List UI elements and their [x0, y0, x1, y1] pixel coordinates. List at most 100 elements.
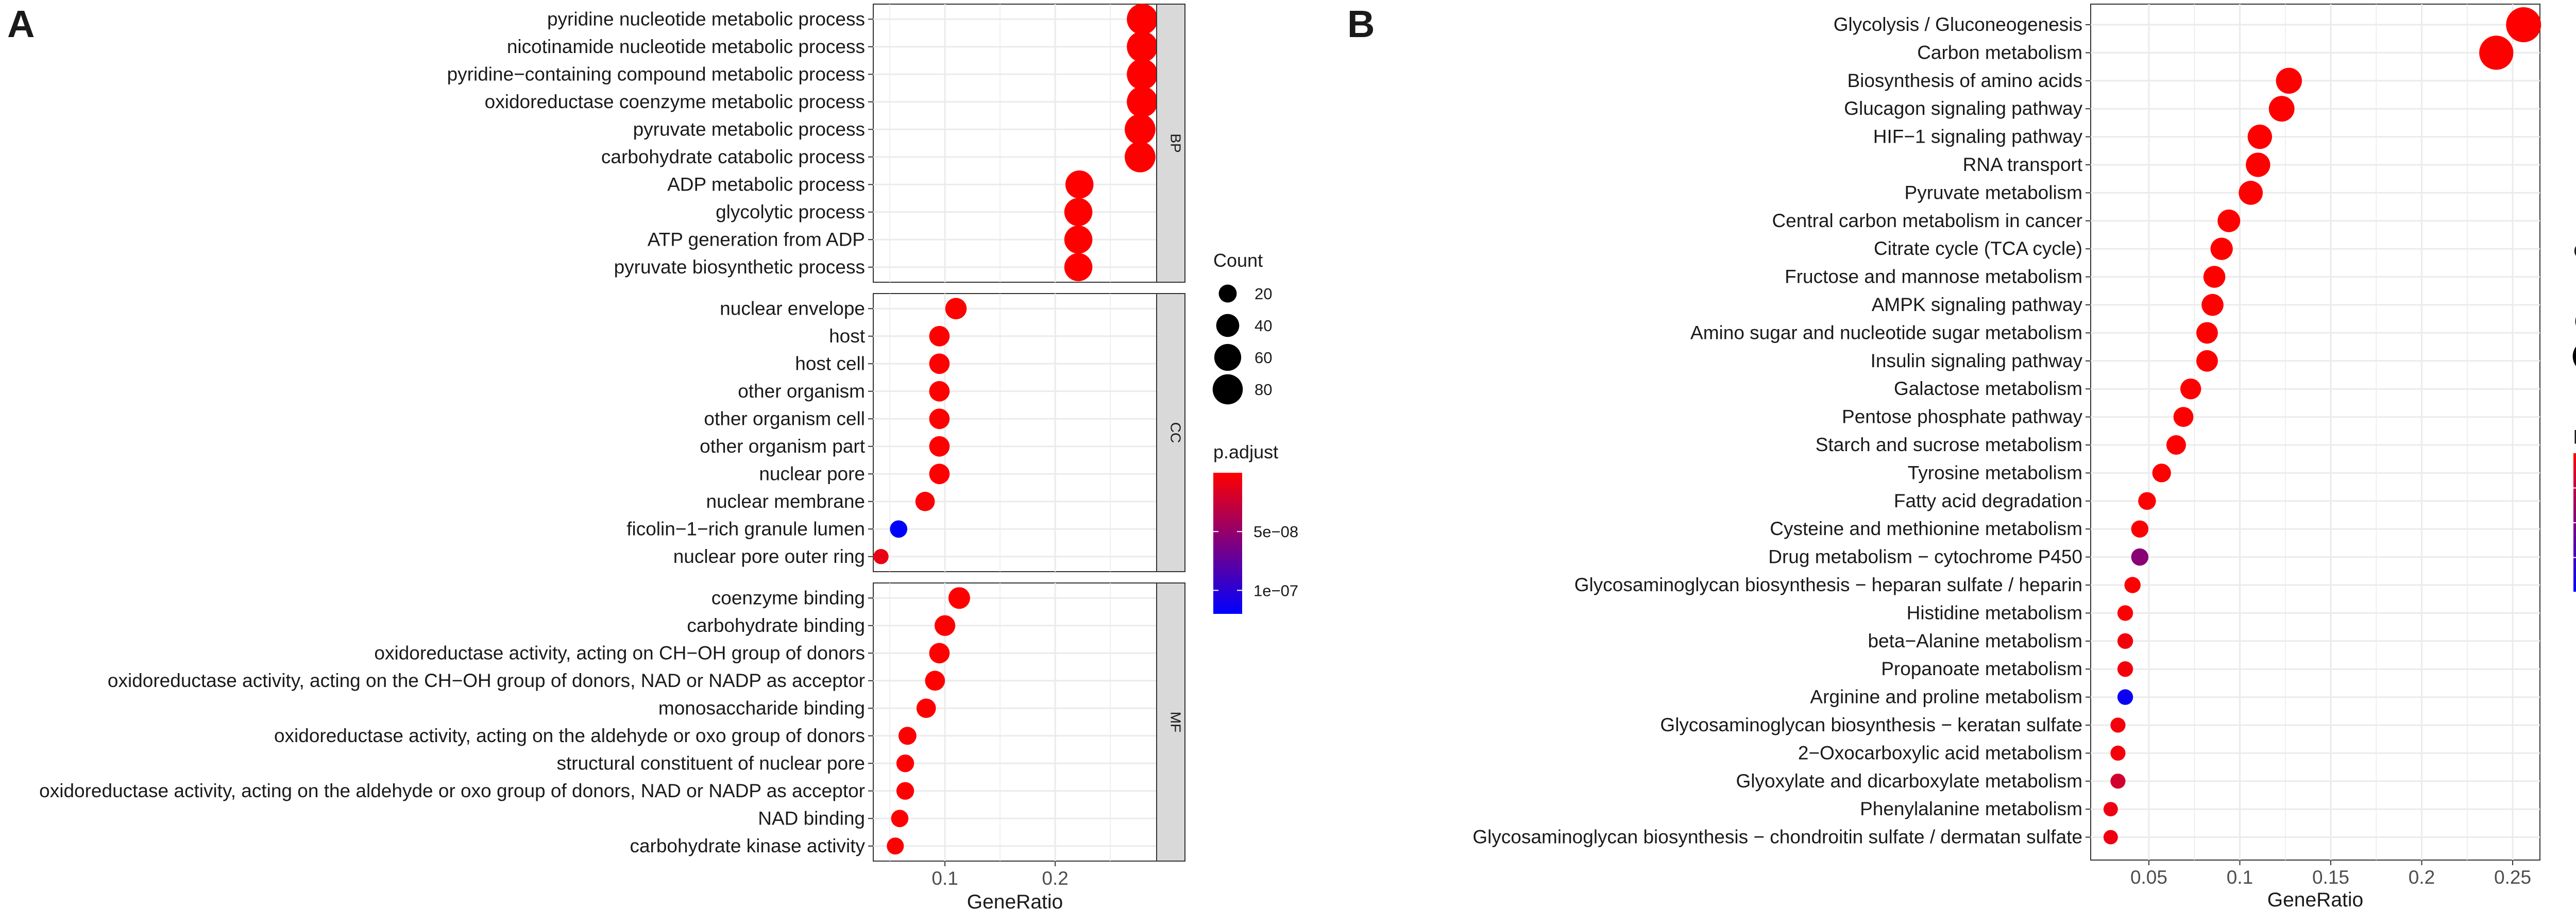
- dotplot-kegg: Glycolysis / Gluconeogenesis Carbon metab…: [1472, 4, 2576, 910]
- color-legend-label: 1e−07: [1253, 581, 1298, 599]
- term-label: ATP generation from ADP: [648, 229, 865, 250]
- term-label: Starch and sucrose metabolism: [1816, 434, 2082, 455]
- size-legend-key: [2572, 347, 2576, 366]
- term-label: Tyrosine metabolism: [1908, 462, 2082, 483]
- term-label: Insulin signaling pathway: [1871, 350, 2083, 371]
- dot-kegg: [2131, 548, 2149, 566]
- term-label: nicotinamide nucleotide metabolic proces…: [507, 36, 865, 57]
- facet-strip: [1156, 582, 1185, 862]
- term-label: other organism part: [700, 436, 866, 457]
- panel-label-a: A: [7, 3, 35, 45]
- dot-cc: [929, 325, 950, 347]
- dot-mf: [896, 754, 914, 772]
- term-label: Drug metabolism − cytochrome P450: [1768, 546, 2082, 568]
- term-label: AMPK signaling pathway: [1872, 294, 2083, 315]
- term-label: oxidoreductase activity, acting on the a…: [274, 725, 865, 746]
- dot-bp: [1064, 253, 1093, 282]
- term-label: carbohydrate catabolic process: [601, 146, 865, 167]
- dot-cc: [929, 408, 950, 430]
- dot-kegg: [2124, 577, 2141, 593]
- dot-cc: [915, 491, 935, 511]
- size-legend-title: Count: [2573, 241, 2576, 262]
- x-tick-label: 0.1: [931, 868, 958, 889]
- term-label: Carbon metabolism: [1917, 42, 2082, 63]
- dot-mf: [925, 671, 945, 691]
- dot-mf: [916, 698, 936, 718]
- dot-kegg: [2247, 124, 2273, 149]
- dot-mf: [898, 727, 917, 745]
- dot-cc: [929, 353, 950, 374]
- size-legend-title: Count: [1213, 250, 1263, 271]
- term-label: oxidoreductase activity, acting on the a…: [39, 780, 865, 801]
- dot-mf: [891, 810, 909, 828]
- size-legend-label: 80: [1255, 381, 1272, 399]
- term-label: glycolytic process: [716, 201, 865, 222]
- term-label: 2−Oxocarboxylic acid metabolism: [1798, 742, 2082, 763]
- dot-bp: [1064, 225, 1093, 254]
- facet-strip: [1156, 293, 1185, 572]
- term-label: coenzyme binding: [711, 587, 865, 608]
- dot-kegg: [2173, 407, 2194, 427]
- x-tick-label: 0.2: [2409, 867, 2435, 888]
- term-label: Arginine and proline metabolism: [1810, 686, 2082, 708]
- term-label: RNA transport: [1963, 154, 2083, 175]
- panel-label-b: B: [1347, 3, 1375, 45]
- facet-panel-bp: [873, 4, 1157, 283]
- term-label: Amino sugar and nucleotide sugar metabol…: [1690, 322, 2082, 343]
- dot-cc: [929, 463, 950, 485]
- dot-bp: [1125, 141, 1156, 173]
- term-label: Glyoxylate and dicarboxylate metabolism: [1736, 770, 2083, 792]
- facet-strip-label: BP: [1168, 133, 1184, 152]
- term-label: Citrate cycle (TCA cycle): [1874, 238, 2082, 259]
- term-label: pyruvate metabolic process: [633, 118, 865, 140]
- term-label: Cysteine and methionine metabolism: [1770, 518, 2082, 539]
- x-axis-title: GeneRatio: [967, 891, 1063, 910]
- facet-strip-label: MF: [1168, 712, 1184, 732]
- dot-kegg: [2166, 435, 2186, 455]
- term-label: Pyruvate metabolism: [1905, 182, 2082, 203]
- term-label: Central carbon metabolism in cancer: [1772, 210, 2082, 231]
- term-label: oxidoreductase coenzyme metabolic proces…: [485, 91, 865, 112]
- color-legend-label: 5e−08: [1253, 523, 1298, 541]
- term-label: carbohydrate kinase activity: [630, 835, 865, 856]
- size-legend-key: [1216, 314, 1240, 337]
- term-label: monosaccharide binding: [658, 697, 865, 718]
- term-label: Glucagon signaling pathway: [1844, 98, 2082, 119]
- x-tick-label: 0.2: [1042, 868, 1068, 889]
- term-label: oxidoreductase activity, acting on the C…: [108, 670, 865, 691]
- dot-kegg: [2479, 36, 2514, 70]
- term-label: Galactose metabolism: [1894, 378, 2082, 399]
- term-label: structural constituent of nuclear pore: [557, 752, 866, 774]
- dot-kegg: [2110, 717, 2126, 733]
- term-label: nuclear membrane: [706, 491, 865, 512]
- term-label: Glycosaminoglycan biosynthesis − chondro…: [1472, 827, 2082, 848]
- size-legend-label: 20: [1255, 285, 1272, 303]
- dot-mf: [934, 615, 956, 636]
- dot-bp: [1064, 198, 1093, 227]
- dot-cc: [873, 548, 889, 564]
- dot-bp: [1127, 4, 1158, 35]
- term-label: pyridine−containing compound metabolic p…: [447, 63, 865, 84]
- term-label: Pentose phosphate pathway: [1842, 406, 2082, 427]
- plot-panel: [2090, 4, 2540, 861]
- dot-mf: [929, 643, 950, 664]
- x-tick-label: 0.25: [2494, 867, 2531, 888]
- dot-kegg: [2276, 67, 2302, 94]
- term-label: nuclear envelope: [720, 298, 865, 319]
- dot-kegg: [2196, 322, 2218, 344]
- facet-panel-cc: [873, 293, 1157, 572]
- term-label: NAD binding: [758, 808, 865, 829]
- term-label: ficolin−1−rich granule lumen: [626, 518, 865, 539]
- dot-cc: [945, 298, 967, 320]
- size-legend-label: 60: [1255, 349, 1272, 367]
- dot-kegg: [2196, 350, 2218, 372]
- term-label: Histidine metabolism: [1907, 602, 2082, 623]
- term-label: Glycolysis / Gluconeogenesis: [1834, 14, 2082, 35]
- term-label: oxidoreductase activity, acting on CH−OH…: [374, 642, 865, 663]
- dot-cc: [890, 520, 908, 538]
- color-legend-title: p.adjust: [2573, 423, 2576, 444]
- dot-kegg: [2180, 378, 2201, 400]
- dot-bp: [1127, 86, 1158, 117]
- term-label: Glycosaminoglycan biosynthesis − heparan…: [1574, 574, 2082, 595]
